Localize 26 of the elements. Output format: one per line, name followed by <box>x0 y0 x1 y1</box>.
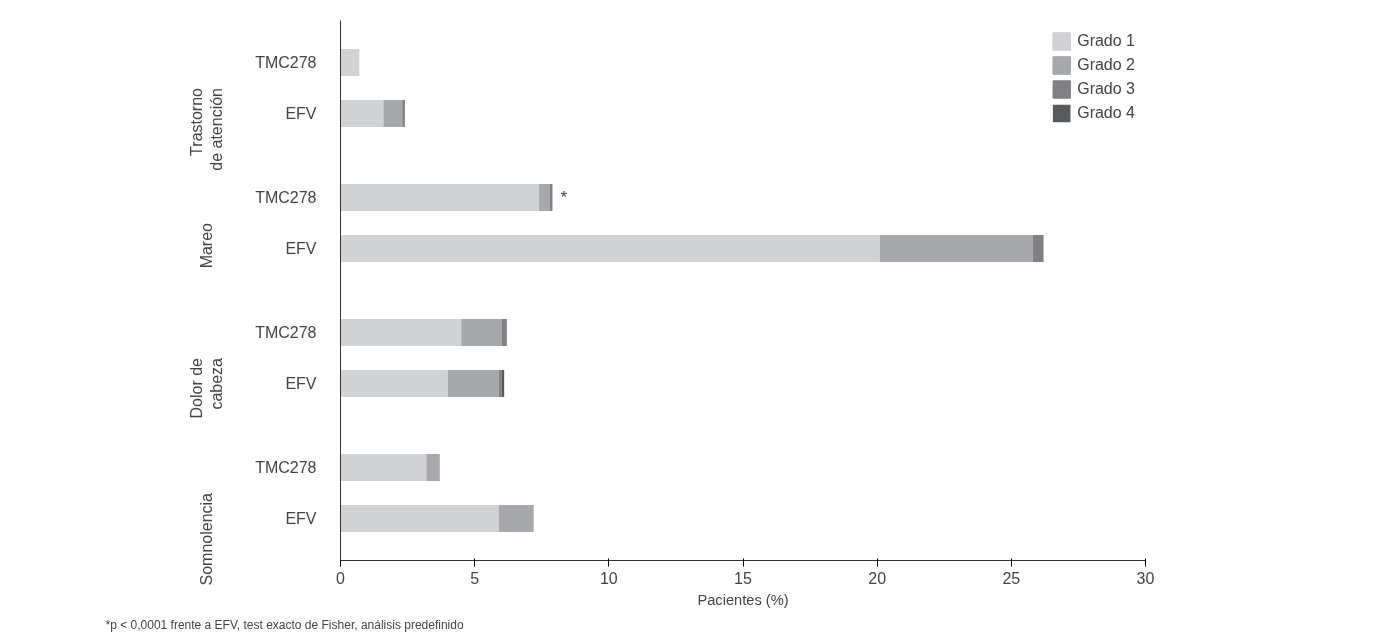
x-tick-label: 0 <box>336 569 346 587</box>
x-tick-label: 30 <box>1136 569 1155 587</box>
x-tick-label: 15 <box>734 569 752 587</box>
y-tick-label: TMC278 <box>255 323 317 341</box>
legend-label: Grado 3 <box>1077 80 1135 98</box>
text: *p < 0,0001 frente a EFV, test exacto de Fisher, análisis predefinido <box>105 617 464 632</box>
x-tick-label: 10 <box>599 569 618 587</box>
x-axis-title: Pacientes (%) <box>697 591 789 608</box>
y-tick-label: TMC278 <box>255 53 317 71</box>
x-tick-label: 5 <box>470 569 480 587</box>
x-tick-label: 25 <box>1002 569 1021 587</box>
y-tick-label: TMC278 <box>255 458 317 476</box>
annotation: * <box>560 187 568 208</box>
y-tick-label: EFV <box>285 105 317 123</box>
text: Dolor de cabeza <box>187 357 226 419</box>
y-tick-label: TMC278 <box>255 188 317 206</box>
legend-label: Grado 1 <box>1077 32 1135 50</box>
x-tick-label: 20 <box>868 569 887 587</box>
y-tick-label: EFV <box>285 510 317 528</box>
text: Mareo <box>198 222 215 269</box>
text: Trastorno de atención <box>187 87 226 171</box>
y-tick-label: EFV <box>285 375 317 393</box>
legend-label: Grado 2 <box>1077 56 1135 74</box>
y-tick-label: EFV <box>285 240 317 258</box>
legend-label: Grado 4 <box>1077 104 1135 122</box>
text: Somnolencia <box>198 492 215 586</box>
